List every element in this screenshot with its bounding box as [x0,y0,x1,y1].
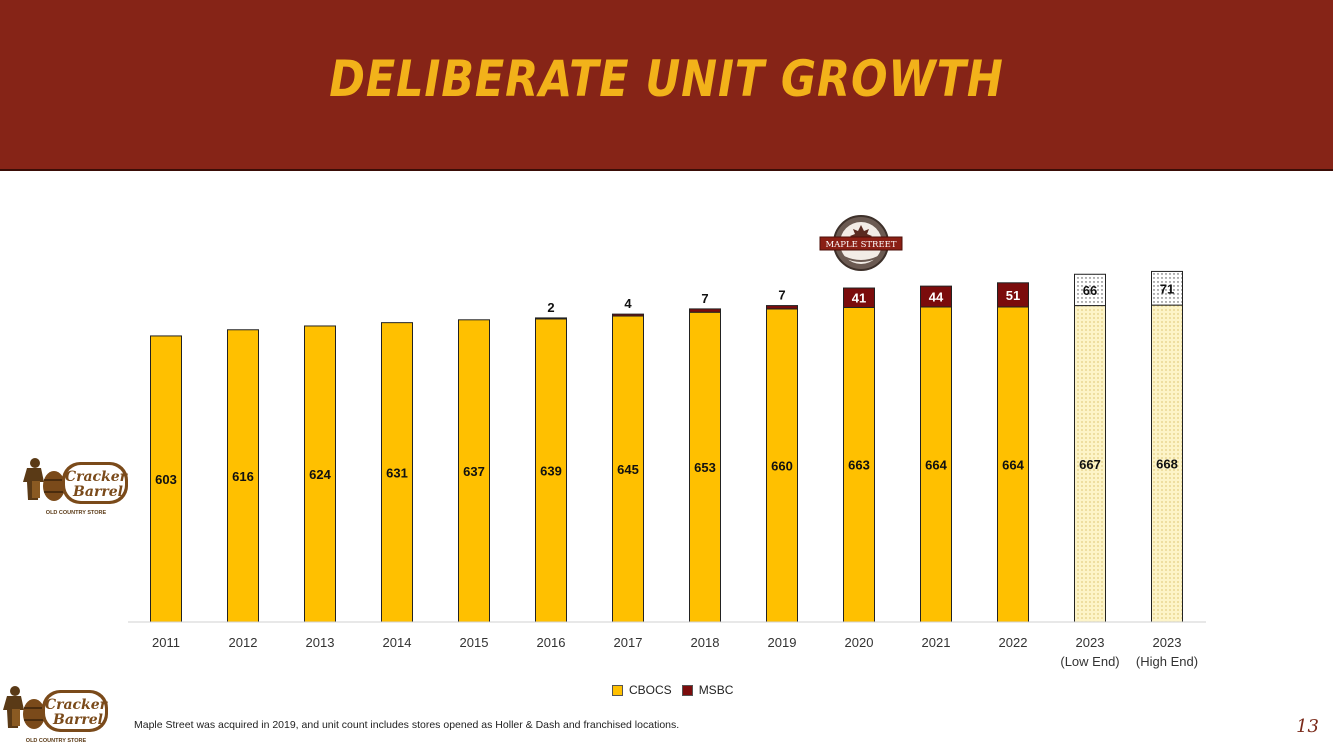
maple-street-wordmark: MAPLE STREET [825,240,896,250]
bar-cbocs [1151,304,1183,623]
svg-text:Barrel: Barrel [72,484,123,500]
bar-cbocs [458,319,490,623]
bar-label-cbocs: 668 [1156,457,1178,472]
bar-msbc [920,285,952,308]
legend-label-cbocs: CBOCS [629,683,672,697]
bar-label-msbc: 44 [929,290,944,305]
footnote: Maple Street was acquired in 2019, and u… [134,719,680,731]
bar-label-cbocs: 664 [1002,457,1024,472]
x-tick-label: 2016 [537,635,566,650]
bar-msbc [997,282,1029,308]
bar-cbocs [381,322,413,623]
x-tick-label: 2023 [1153,635,1182,650]
bar-label-msbc: 41 [852,291,866,306]
svg-text:OLD COUNTRY STORE: OLD COUNTRY STORE [46,510,107,516]
bar-label-cbocs: 624 [309,467,331,482]
bar-label-msbc: 4 [624,296,632,311]
legend-label-msbc: MSBC [698,683,734,697]
page-title: DELIBERATE UNIT GROWTH [329,50,1004,108]
bar-label-cbocs: 639 [540,463,562,478]
x-tick-label: 2015 [460,635,489,650]
bar-label-cbocs: 667 [1079,457,1101,472]
svg-text:Cracker: Cracker [65,469,129,485]
bar-msbc [689,308,721,313]
chart-legend: CBOCS MSBC [612,683,733,697]
x-tick-label: 2012 [229,635,258,650]
x-tick-label: 2022 [999,635,1028,650]
svg-text:Cracker: Cracker [45,697,109,713]
x-tick-sublabel: (Low End) [1060,654,1119,669]
page-number: 13 [1296,716,1319,737]
bar-msbc [1151,270,1183,306]
legend-swatch-cbocs [612,684,623,696]
x-tick-label: 2019 [768,635,797,650]
bar-msbc [843,287,875,308]
x-tick-label: 2020 [845,635,874,650]
bar-msbc [612,313,644,317]
bar-label-msbc: 71 [1160,281,1174,296]
bar-label-cbocs: 653 [694,460,716,475]
bar-msbc [535,317,567,320]
bar-label-cbocs: 645 [617,462,639,477]
x-tick-label: 2014 [383,635,412,650]
bar-label-cbocs: 616 [232,469,254,484]
bar-label-msbc: 2 [547,300,554,315]
bar-label-cbocs: 663 [848,458,870,473]
bar-label-cbocs: 631 [386,465,408,480]
bar-label-msbc: 7 [701,291,708,306]
bar-label-cbocs: 660 [771,458,793,473]
bar-cbocs [920,306,952,623]
x-tick-sublabel: (High End) [1136,654,1198,669]
x-tick-label: 2023 [1076,635,1105,650]
title-banner: DELIBERATE UNIT GROWTH [0,0,1333,171]
x-tick-label: 2017 [614,635,643,650]
bar-msbc [766,305,798,310]
cracker-barrel-logo: Cracker Barrel OLD COUNTRY STORE [22,456,130,518]
bar-label-cbocs: 664 [925,457,947,472]
bar-cbocs [304,325,336,623]
bar-cbocs [227,329,259,623]
x-tick-label: 2011 [152,635,180,650]
bar-label-msbc: 7 [778,288,785,303]
bar-cbocs [150,335,182,623]
bar-cbocs [843,306,875,623]
unit-growth-chart: 603 616 624 631 637 6392645465376607663416644… [128,270,1206,669]
maple-street-logo: MAPLE STREET [818,213,904,273]
bar-cbocs [535,318,567,623]
x-tick-label: 2013 [306,635,335,650]
bar-label-msbc: 51 [1006,288,1020,303]
bar-msbc [1074,273,1106,307]
svg-text:Barrel: Barrel [52,712,103,728]
bar-label-msbc: 66 [1083,283,1097,298]
bar-label-cbocs: 603 [155,472,177,487]
legend-swatch-msbc [681,684,693,696]
bar-label-cbocs: 637 [463,464,485,479]
cracker-barrel-footer-logo: Cracker Barrel OLD COUNTRY STORE [2,684,110,746]
x-tick-label: 2021 [922,635,951,650]
svg-text:OLD COUNTRY STORE: OLD COUNTRY STORE [26,738,87,744]
x-tick-label: 2018 [691,635,720,650]
